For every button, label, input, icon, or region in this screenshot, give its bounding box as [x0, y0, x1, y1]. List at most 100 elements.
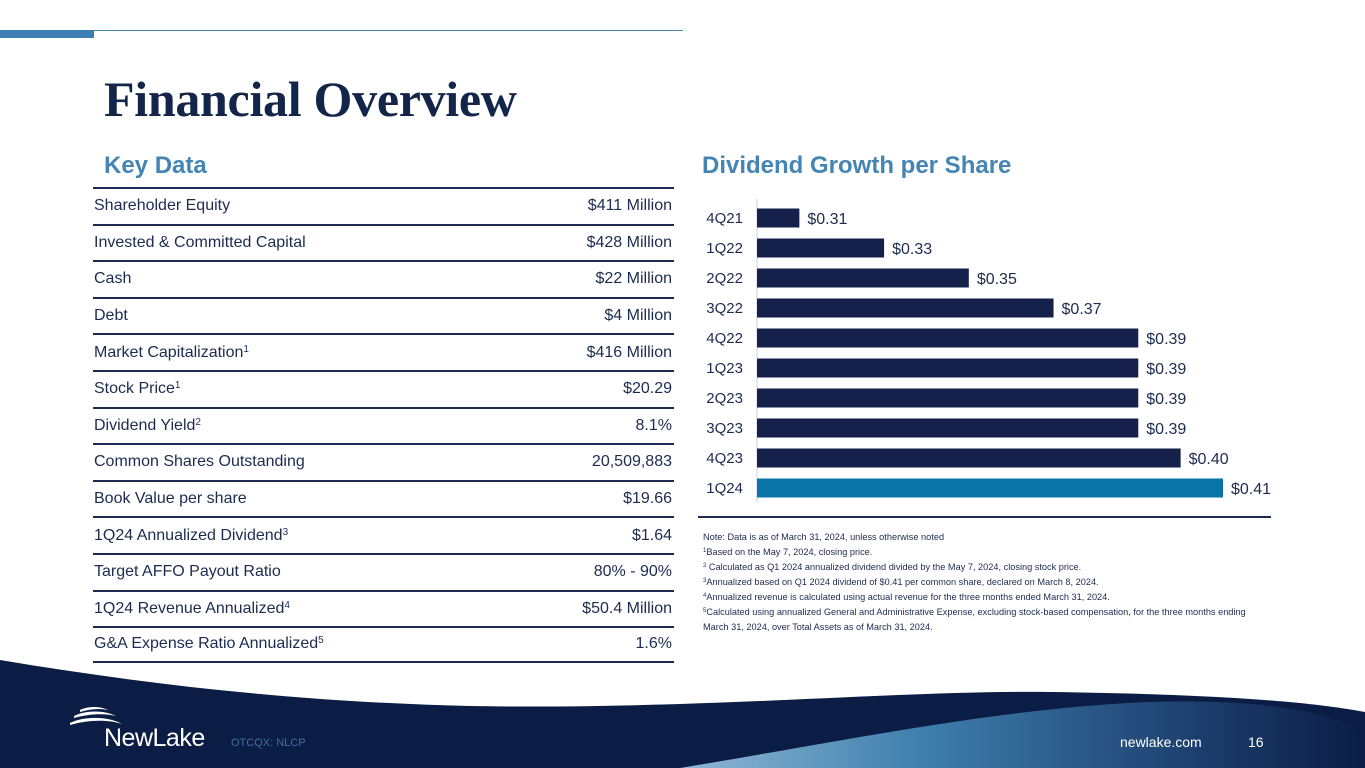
category-tick-label: 4Q22 — [706, 330, 743, 347]
footnote-marker: 5 — [318, 635, 324, 647]
key-data-label: Target AFFO Payout Ratio — [94, 563, 281, 581]
key-data-value: $22 Million — [595, 270, 672, 288]
key-data-heading: Key Data — [104, 152, 207, 179]
key-data-label-text: 1Q24 Revenue Annualized — [94, 599, 285, 617]
footnote-marker: 4 — [284, 599, 290, 611]
key-data-label-text: Book Value per share — [94, 490, 247, 508]
key-data-label: Invested & Committed Capital — [94, 234, 306, 252]
key-data-row: Target AFFO Payout Ratio 80% - 90% — [93, 552, 674, 590]
footnote: 3Annualized based on Q1 2024 dividend of… — [703, 575, 1273, 590]
page-title: Financial Overview — [104, 71, 517, 127]
bar-2q23 — [757, 388, 1139, 408]
key-data-value: $20.29 — [623, 380, 672, 398]
bar-1q24 — [757, 478, 1223, 498]
category-tick-label: 1Q23 — [706, 360, 743, 377]
footnote-marker: 1 — [243, 343, 249, 355]
footnote: 2 Calculated as Q1 2024 annualized divid… — [703, 560, 1273, 575]
bar-4q21 — [757, 208, 800, 228]
bar-value-label: $0.37 — [1062, 301, 1102, 318]
footnote-marker: 2 — [195, 416, 201, 428]
bar-value-label: $0.33 — [892, 241, 932, 258]
top-divider-line — [0, 30, 683, 31]
bar-value-label: $0.41 — [1231, 481, 1271, 498]
key-data-row: Cash $22 Million — [93, 260, 674, 297]
category-tick-label: 2Q23 — [706, 390, 743, 407]
footnote: Note: Data is as of March 31, 2024, unle… — [703, 530, 1273, 545]
bar-4q22 — [757, 328, 1139, 348]
footnote-number: 3 — [703, 578, 707, 584]
footnote-number: 1 — [703, 548, 707, 554]
page-number: 16 — [1248, 734, 1264, 750]
bar-2q22 — [757, 268, 969, 288]
footnotes: Note: Data is as of March 31, 2024, unle… — [703, 530, 1273, 635]
bar-value-label: $0.39 — [1146, 391, 1186, 408]
key-data-value: $428 Million — [586, 233, 672, 251]
category-tick-label: 1Q22 — [706, 240, 743, 257]
key-data-value: $411 Million — [587, 197, 672, 215]
key-data-label-text: Common Shares Outstanding — [94, 453, 305, 471]
key-data-label: Cash — [94, 270, 131, 288]
footnote: 1Based on the May 7, 2024, closing price… — [703, 545, 1273, 560]
key-data-label-text: Cash — [94, 270, 132, 288]
dividend-bar-chart: 4Q21 $0.31 1Q22 $0.33 2Q22 $0.35 3Q22 $0.37 4Q22… — [706, 199, 1271, 503]
bar-value-label: $0.39 — [1146, 421, 1186, 438]
key-data-table: Shareholder Equity $411 Million Invested &… — [93, 187, 674, 663]
footnote-text: Calculated as Q1 2024 annualized dividen… — [706, 562, 1082, 572]
footnote-text: Annualized revenue is calculated using a… — [706, 592, 1110, 602]
footnote-text: Based on the May 7, 2024, closing price. — [706, 547, 873, 557]
key-data-value: $19.66 — [623, 490, 672, 508]
key-data-value: $50.4 Million — [582, 599, 672, 617]
bar-value-label: $0.40 — [1189, 451, 1229, 468]
website-link[interactable]: newlake.com — [1120, 734, 1202, 750]
dividend-chart: 4Q21 $0.31 1Q22 $0.33 2Q22 $0.35 3Q22 $0.37 4Q22… — [690, 195, 1280, 505]
footer-wave-background — [0, 660, 1365, 768]
key-data-value: 8.1% — [635, 416, 672, 434]
key-data-value: 20,509,883 — [591, 453, 672, 471]
chart-bottom-divider — [698, 516, 1271, 518]
top-accent-bar — [0, 30, 94, 38]
key-data-label: Debt — [94, 307, 128, 325]
bar-value-label: $0.39 — [1146, 331, 1186, 348]
key-data-label: 1Q24 Revenue Annualized4 — [94, 600, 290, 618]
footnote-number: 2 — [703, 563, 707, 569]
bar-3q23 — [757, 418, 1139, 438]
footnote-number: 5 — [703, 608, 707, 614]
key-data-value: 80% - 90% — [593, 563, 672, 581]
key-data-value: $4 Million — [604, 307, 672, 325]
key-data-label: G&A Expense Ratio Annualized5 — [94, 635, 324, 653]
footnote: 4Annualized revenue is calculated using … — [703, 590, 1273, 605]
key-data-label: Market Capitalization1 — [94, 344, 249, 362]
ticker-symbol: OTCQX: NLCP — [231, 737, 306, 749]
bar-4q23 — [757, 448, 1181, 468]
footnote: 5Calculated using annualized General and… — [703, 605, 1273, 635]
bar-value-label: $0.31 — [807, 211, 847, 228]
key-data-label-text: Dividend Yield — [94, 416, 196, 434]
footnote-marker: 1 — [174, 380, 181, 392]
category-tick-label: 4Q21 — [706, 210, 743, 227]
key-data-label: Shareholder Equity — [94, 197, 230, 215]
bar-1q23 — [757, 358, 1139, 378]
category-tick-label: 4Q23 — [706, 450, 743, 467]
bar-value-label: $0.39 — [1146, 361, 1186, 378]
footnote-text: Calculated using annualized General and … — [703, 607, 1246, 632]
key-data-value: $1.64 — [631, 526, 672, 544]
footnote-text: Note: Data is as of March 31, 2024, unle… — [703, 532, 945, 542]
key-data-row: Common Shares Outstanding 20,509,883 — [93, 443, 674, 480]
key-data-value: 1.6% — [635, 635, 672, 653]
key-data-row: G&A Expense Ratio Annualized5 1.6% — [93, 626, 674, 663]
key-data-row: Stock Price1 $20.29 — [93, 369, 674, 407]
category-tick-label: 3Q23 — [706, 420, 743, 437]
key-data-value: $416 Million — [586, 343, 672, 361]
key-data-label: Common Shares Outstanding — [94, 453, 305, 471]
category-tick-label: 3Q22 — [706, 300, 743, 317]
key-data-row: Book Value per share $19.66 — [93, 479, 674, 517]
key-data-row: Market Capitalization1 $416 Million — [93, 333, 674, 370]
key-data-label: 1Q24 Annualized Dividend3 — [94, 527, 288, 545]
footnote-marker: 3 — [282, 526, 289, 538]
chart-title: Dividend Growth per Share — [702, 152, 1012, 179]
key-data-label-text: Invested & Committed Capital — [94, 233, 306, 251]
key-data-label-text: Debt — [94, 307, 128, 325]
key-data-label: Book Value per share — [94, 490, 247, 508]
bar-1q22 — [757, 238, 885, 258]
logo-wordmark: NewLake — [104, 724, 205, 752]
